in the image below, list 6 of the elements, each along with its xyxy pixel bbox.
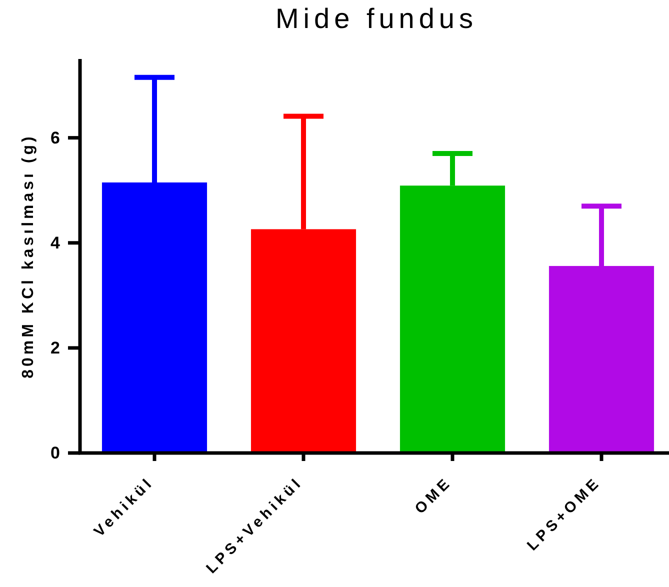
y-tick-label: 4 [50,233,61,252]
y-tick-label: 6 [50,128,60,148]
y-tick-label: 2 [50,338,60,358]
y-axis-title: 80mM KCl kasılması (g) [20,134,37,378]
y-tick-label: 0 [50,443,60,462]
chart-title: Mide fundus [275,3,478,34]
